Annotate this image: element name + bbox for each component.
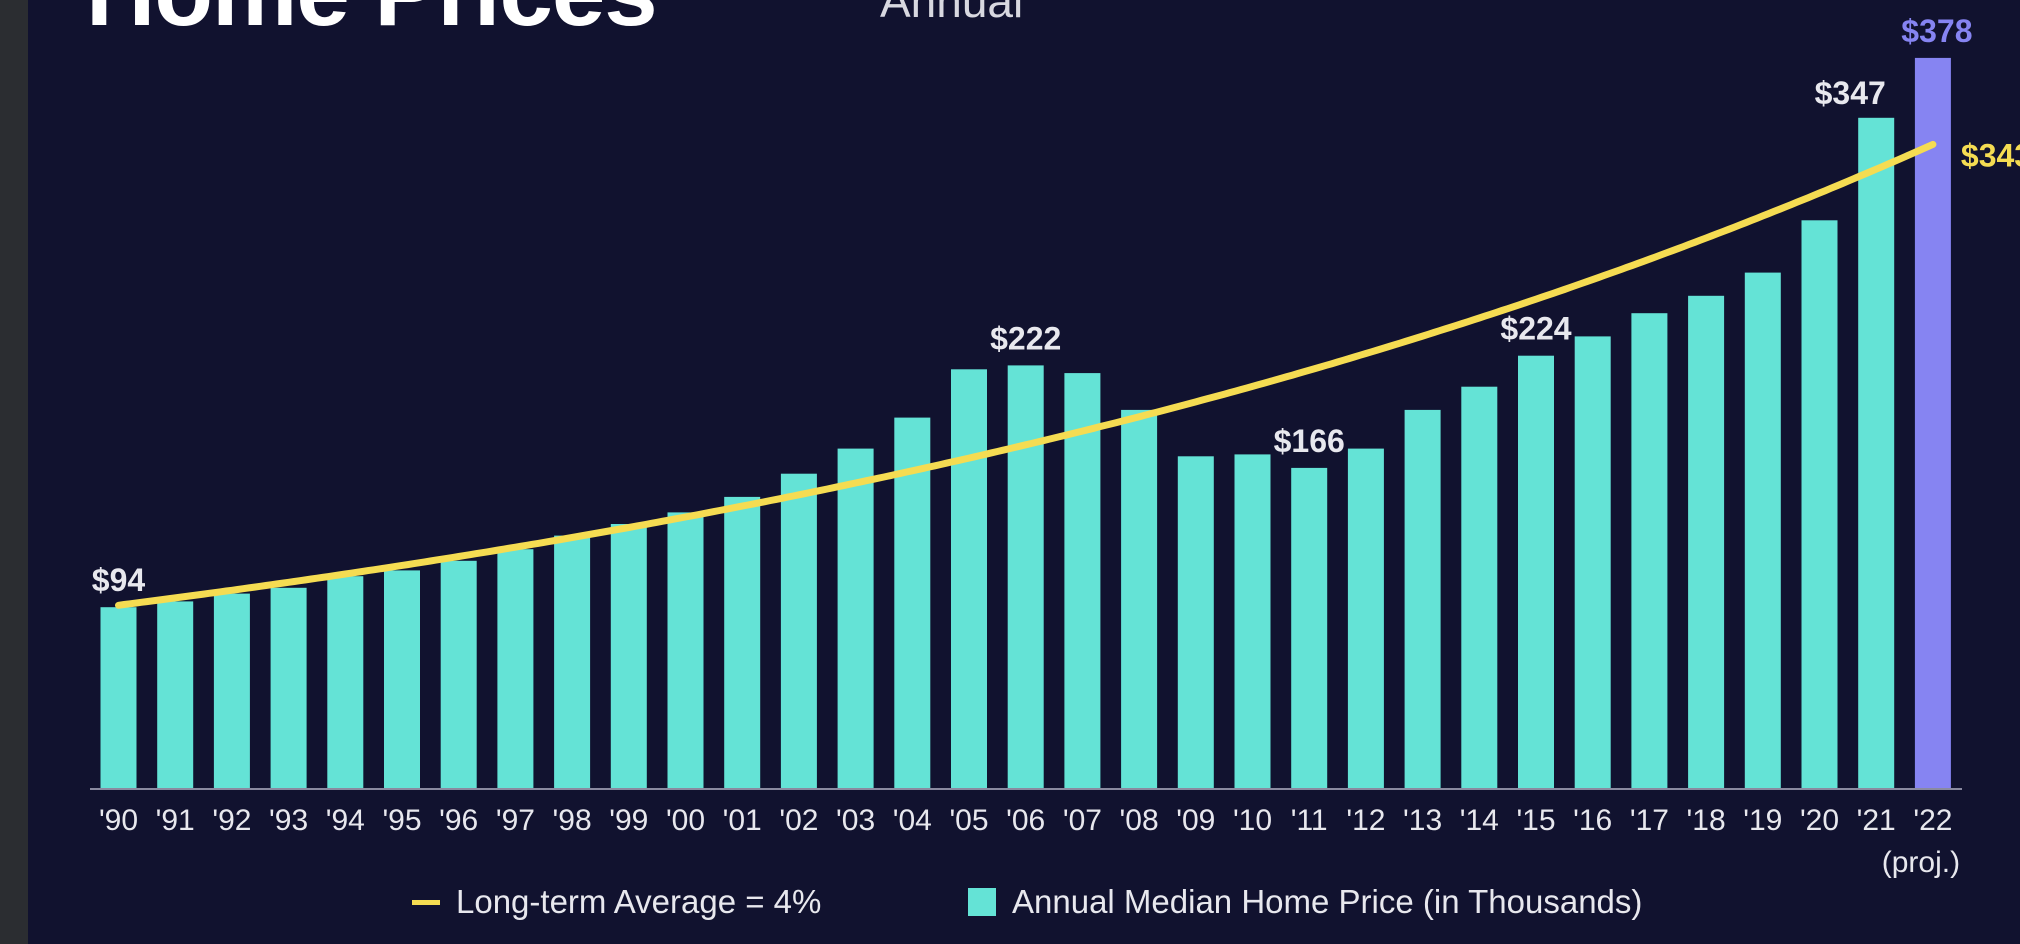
- bar-10: [1234, 454, 1271, 789]
- x-tick-label: '09: [1176, 804, 1215, 837]
- x-tick-label: '93: [269, 804, 308, 837]
- bar-97: [497, 549, 534, 789]
- bar-07: [1064, 373, 1101, 789]
- legend-line-label: Long-term Average = 4%: [456, 883, 822, 920]
- trend-line: [115, 140, 1937, 609]
- projected-value-label: $378: [1901, 13, 1972, 49]
- bar-12: [1347, 448, 1384, 789]
- chart-subtitle: Annual: [880, 0, 1024, 27]
- x-tick-label: '10: [1233, 804, 1272, 837]
- bar-13: [1404, 409, 1441, 789]
- bar-91: [157, 601, 194, 789]
- bar-00: [667, 512, 704, 789]
- bar-06: [1007, 365, 1044, 789]
- x-tick-label: '96: [439, 804, 478, 837]
- bar-value-label: $166: [1274, 423, 1345, 459]
- bar-11: [1291, 467, 1328, 789]
- x-tick-label: '03: [836, 804, 875, 837]
- x-tick-label: '22: [1913, 804, 1952, 837]
- bar-98: [554, 535, 591, 789]
- x-tick-label: '94: [326, 804, 365, 837]
- bar-14: [1461, 386, 1498, 789]
- bar-05: [951, 369, 987, 789]
- bar-20: [1801, 220, 1838, 790]
- x-tick-label: '97: [496, 804, 535, 837]
- bar-99: [610, 524, 647, 789]
- x-tick-label: '13: [1403, 804, 1442, 837]
- x-tick-note: (proj.): [1882, 846, 1960, 879]
- bar-90: [100, 607, 137, 789]
- legend-item-median: Annual Median Home Price (in Thousands): [968, 876, 1642, 928]
- bar-03: [837, 448, 874, 789]
- bar-09: [1177, 456, 1214, 789]
- bar-19: [1744, 272, 1781, 790]
- bar-value-label: $222: [990, 320, 1061, 356]
- x-tick-label: '04: [893, 804, 932, 837]
- chart-title: Home Prices: [86, 0, 658, 48]
- bar-value-label: $347: [1815, 75, 1886, 111]
- x-tick-label: '08: [1120, 804, 1159, 837]
- x-tick-label: '11: [1291, 804, 1328, 837]
- x-tick-label: '17: [1630, 804, 1669, 837]
- bar-04: [894, 417, 931, 789]
- x-tick-label: '06: [1006, 804, 1045, 837]
- x-tick-label: '92: [212, 804, 251, 837]
- bar-96: [440, 560, 477, 789]
- trend-value-label: $343: [1961, 137, 2020, 173]
- x-tick-label: '14: [1460, 804, 1499, 837]
- legend-bar-swatch: [968, 888, 996, 916]
- x-tick-label: '16: [1573, 804, 1612, 837]
- data-labels: $94 $222 $166 $224 $347 $378 $343: [92, 13, 2020, 598]
- legend-line-swatch: [412, 899, 440, 905]
- x-tick-label: '19: [1743, 804, 1782, 837]
- x-axis-ticks: '90 '91 '92 '93 '94 '95 '96 '97 '98 '99 '00 '01 '02 '…: [99, 804, 1960, 879]
- bar-value-label: $94: [92, 562, 146, 598]
- x-tick-label: '98: [553, 804, 592, 837]
- window-side-strip: [0, 0, 28, 944]
- bar-01: [724, 496, 761, 789]
- x-tick-label: '90: [99, 804, 138, 837]
- bar-value-label: $224: [1500, 311, 1571, 347]
- x-tick-label: '07: [1063, 804, 1102, 837]
- x-tick-label: '12: [1346, 804, 1385, 837]
- x-tick-label: '01: [723, 804, 762, 837]
- x-tick-label: '99: [609, 804, 648, 837]
- x-tick-label: '18: [1687, 804, 1726, 837]
- legend-bar-label: Annual Median Home Price (in Thousands): [1012, 883, 1643, 920]
- bar-21: [1858, 117, 1895, 790]
- x-tick-label: '95: [382, 804, 421, 837]
- bar-02: [780, 473, 817, 789]
- x-tick-label: '02: [779, 804, 818, 837]
- bar-group: [100, 57, 1951, 790]
- bar-17: [1631, 313, 1668, 789]
- x-tick-label: '91: [156, 804, 195, 837]
- x-tick-label: '05: [949, 804, 988, 837]
- bar-08: [1121, 409, 1158, 789]
- x-tick-label: '15: [1516, 804, 1555, 837]
- bar-16: [1574, 336, 1611, 789]
- x-tick-label: '20: [1800, 804, 1839, 837]
- x-tick-label: '00: [666, 804, 705, 837]
- bar-22: [1914, 57, 1951, 789]
- bar-15: [1518, 355, 1554, 789]
- bar-18: [1688, 295, 1725, 789]
- legend-item-average: Long-term Average = 4%: [412, 876, 821, 928]
- bar-93: [270, 587, 307, 789]
- bar-92: [213, 593, 250, 789]
- x-tick-label: '21: [1857, 804, 1896, 837]
- bar-95: [384, 570, 420, 789]
- bar-94: [327, 576, 364, 789]
